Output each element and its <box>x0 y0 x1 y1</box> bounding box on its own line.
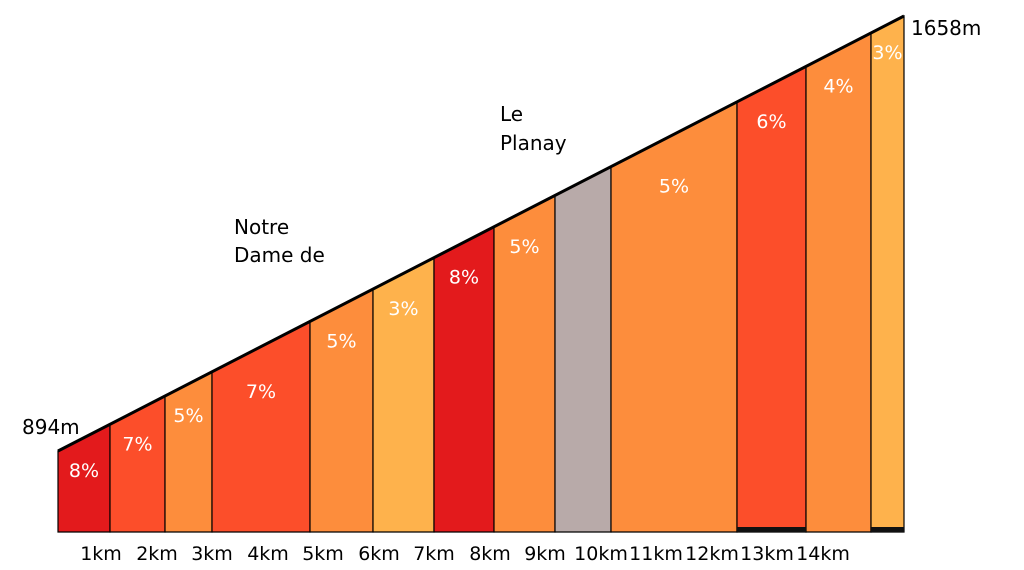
x-tick-label: 2km <box>136 543 178 565</box>
x-axis-tick-labels: 1km 2km 3km 4km 5km 6km 7km 8km 9km 10km 11km 12km 1… <box>80 543 850 565</box>
grade-label: 3% <box>872 42 902 64</box>
x-tick-label: 14km <box>796 543 850 565</box>
place-label-le-planay-line2: Planay <box>500 131 567 155</box>
x-tick-label: 8km <box>469 543 511 565</box>
grade-segment <box>164 370 213 533</box>
grade-segment <box>805 31 872 533</box>
x-tick-label: 1km <box>80 543 122 565</box>
grade-segment <box>736 65 807 533</box>
x-tick-label: 11km <box>629 543 683 565</box>
grade-label: 8% <box>449 267 479 289</box>
grade-label: 4% <box>823 75 853 97</box>
grade-segment <box>554 165 612 533</box>
grade-label: 5% <box>326 330 356 352</box>
grade-segment <box>309 288 374 533</box>
x-tick-label: 4km <box>247 543 289 565</box>
x-tick-label: 10km <box>574 543 628 565</box>
x-tick-label: 6km <box>358 543 400 565</box>
x-tick-label: 13km <box>740 543 794 565</box>
segment-base-bar <box>871 527 904 532</box>
grade-labels: 8% 7% 5% 7% 5% 3% 8% 5% 5% 6% 4% 3% <box>69 42 903 482</box>
grade-segment <box>610 100 738 533</box>
x-tick-label: 9km <box>524 543 566 565</box>
end-elevation-label: 1658m <box>911 16 981 40</box>
x-tick-label: 5km <box>302 543 344 565</box>
profile-outline <box>57 14 905 453</box>
grade-label: 7% <box>246 381 276 403</box>
grade-label: 8% <box>69 460 99 482</box>
x-tick-label: 3km <box>191 543 233 565</box>
grade-segments <box>57 14 905 533</box>
segment-base-bar <box>737 527 806 532</box>
grade-label: 6% <box>756 111 786 133</box>
grade-label: 3% <box>388 298 418 320</box>
start-elevation-label: 894m <box>22 415 80 439</box>
grade-label: 5% <box>659 176 689 198</box>
grade-label: 7% <box>122 433 152 455</box>
place-label-notre-dame-line2: Dame de <box>234 243 325 267</box>
grade-segment <box>211 320 311 533</box>
place-label-notre-dame-line1: Notre <box>234 215 289 239</box>
x-tick-label: 12km <box>685 543 739 565</box>
grade-label: 5% <box>173 405 203 427</box>
grade-label: 5% <box>509 236 539 258</box>
grade-segment <box>870 15 905 533</box>
x-tick-label: 7km <box>413 543 455 565</box>
place-label-le-planay-line1: Le <box>500 102 523 126</box>
grade-segment <box>109 394 166 533</box>
